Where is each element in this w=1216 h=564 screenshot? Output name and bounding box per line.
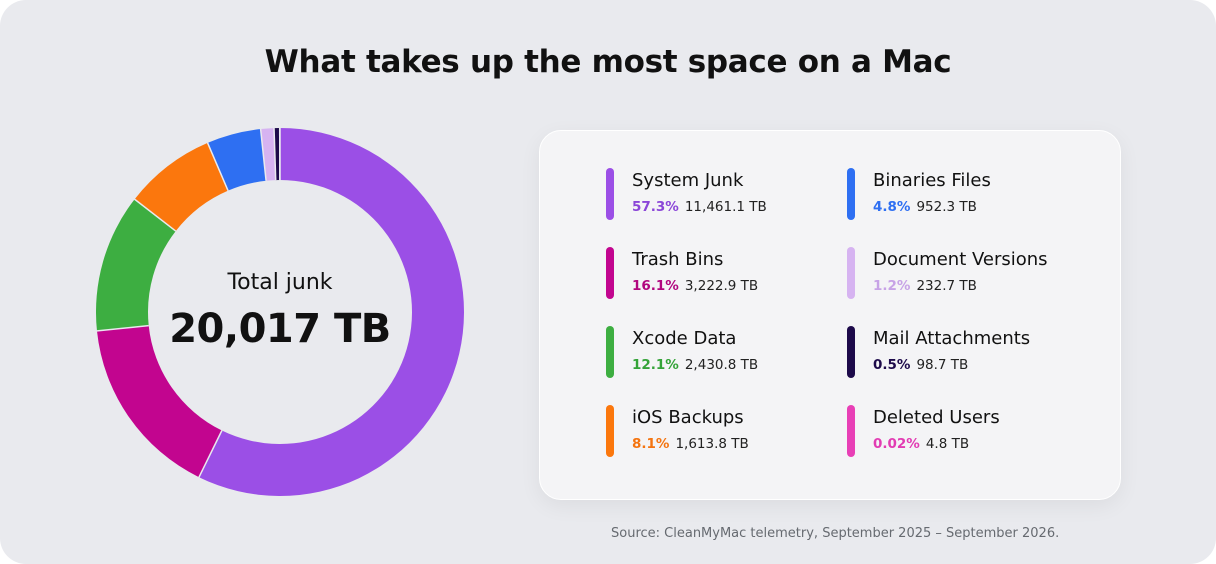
legend-percent: 16.1%: [632, 278, 679, 294]
legend-swatch: [847, 247, 855, 299]
legend-swatch: [847, 405, 855, 457]
legend-swatch: [606, 168, 614, 220]
total-label: Total junk: [227, 270, 333, 295]
legend-item-ios-backups: iOS Backups 8.1% 1,613.8 TB: [606, 405, 856, 459]
legend-percent: 0.5%: [873, 357, 911, 373]
legend-item-binaries-files: Binaries Files 4.8% 952.3 TB: [847, 168, 1097, 222]
legend-percent: 1.2%: [873, 278, 911, 294]
legend-size: 98.7 TB: [916, 357, 969, 373]
legend-size: 3,222.9 TB: [684, 278, 759, 294]
legend-label: System Junk: [632, 170, 744, 191]
legend-size: 1,613.8 TB: [675, 436, 749, 452]
legend-label: Binaries Files: [873, 170, 991, 191]
legend-size: 2,430.8 TB: [684, 357, 759, 373]
legend-stats: 16.1% 3,222.9 TB: [632, 278, 758, 294]
legend-size: 952.3 TB: [916, 199, 977, 215]
legend-percent: 4.8%: [873, 199, 911, 215]
legend-panel: System Junk 57.3% 11,461.1 TB Trash Bins 16.…: [539, 130, 1121, 500]
legend-percent: 57.3%: [632, 199, 679, 215]
legend-swatch: [847, 168, 855, 220]
legend-item-trash-bins: Trash Bins 16.1% 3,222.9 TB: [606, 247, 856, 301]
slice-separator: [259, 128, 267, 181]
donut-slice-ios-backups: [134, 142, 229, 232]
legend-stats: 0.5% 98.7 TB: [873, 357, 968, 373]
donut-slice-xcode-data: [96, 199, 176, 331]
legend-label: Deleted Users: [873, 407, 1000, 428]
legend-stats: 1.2% 232.7 TB: [873, 278, 977, 294]
slice-separator: [206, 141, 229, 191]
donut-slice-system-junk: [198, 128, 464, 496]
legend-label: iOS Backups: [632, 407, 744, 428]
legend-swatch: [606, 405, 614, 457]
legend-swatch: [606, 326, 614, 378]
legend-percent: 12.1%: [632, 357, 679, 373]
legend-stats: 0.02% 4.8 TB: [873, 436, 969, 452]
slice-separator: [273, 128, 277, 181]
legend-size: 11,461.1 TB: [684, 199, 767, 215]
slice-separator: [197, 430, 223, 479]
donut-slice-trash-bins: [96, 325, 222, 478]
legend-stats: 4.8% 952.3 TB: [873, 199, 977, 215]
legend-stats: 57.3% 11,461.1 TB: [632, 199, 767, 215]
slice-separator: [133, 198, 177, 232]
legend-item-deleted-users: Deleted Users 0.02% 4.8 TB: [847, 405, 1097, 459]
legend-size: 232.7 TB: [916, 278, 977, 294]
legend-label: Mail Attachments: [873, 328, 1031, 349]
legend-percent: 8.1%: [632, 436, 670, 452]
legend-percent: 0.02%: [873, 436, 920, 452]
legend-item-xcode-data: Xcode Data 12.1% 2,430.8 TB: [606, 326, 856, 380]
total-value: 20,017 TB: [169, 306, 391, 352]
donut-slice-document-versions: [260, 128, 276, 181]
legend-swatch: [847, 326, 855, 378]
legend-stats: 12.1% 2,430.8 TB: [632, 357, 758, 373]
legend-swatch: [606, 247, 614, 299]
legend-item-system-junk: System Junk 57.3% 11,461.1 TB: [606, 168, 856, 222]
legend-label: Document Versions: [873, 249, 1048, 270]
source-note: Source: CleanMyMac telemetry, September …: [611, 526, 1060, 541]
legend-size: 4.8 TB: [925, 436, 970, 452]
slice-separator: [96, 324, 149, 332]
legend-stats: 8.1% 1,613.8 TB: [632, 436, 749, 452]
legend-item-mail-attachments: Mail Attachments 0.5% 98.7 TB: [847, 326, 1097, 380]
legend-label: Trash Bins: [632, 249, 724, 270]
legend-item-document-versions: Document Versions 1.2% 232.7 TB: [847, 247, 1097, 301]
chart-title: What takes up the most space on a Mac: [264, 44, 952, 80]
legend-label: Xcode Data: [632, 328, 737, 349]
donut-chart: [96, 128, 464, 496]
